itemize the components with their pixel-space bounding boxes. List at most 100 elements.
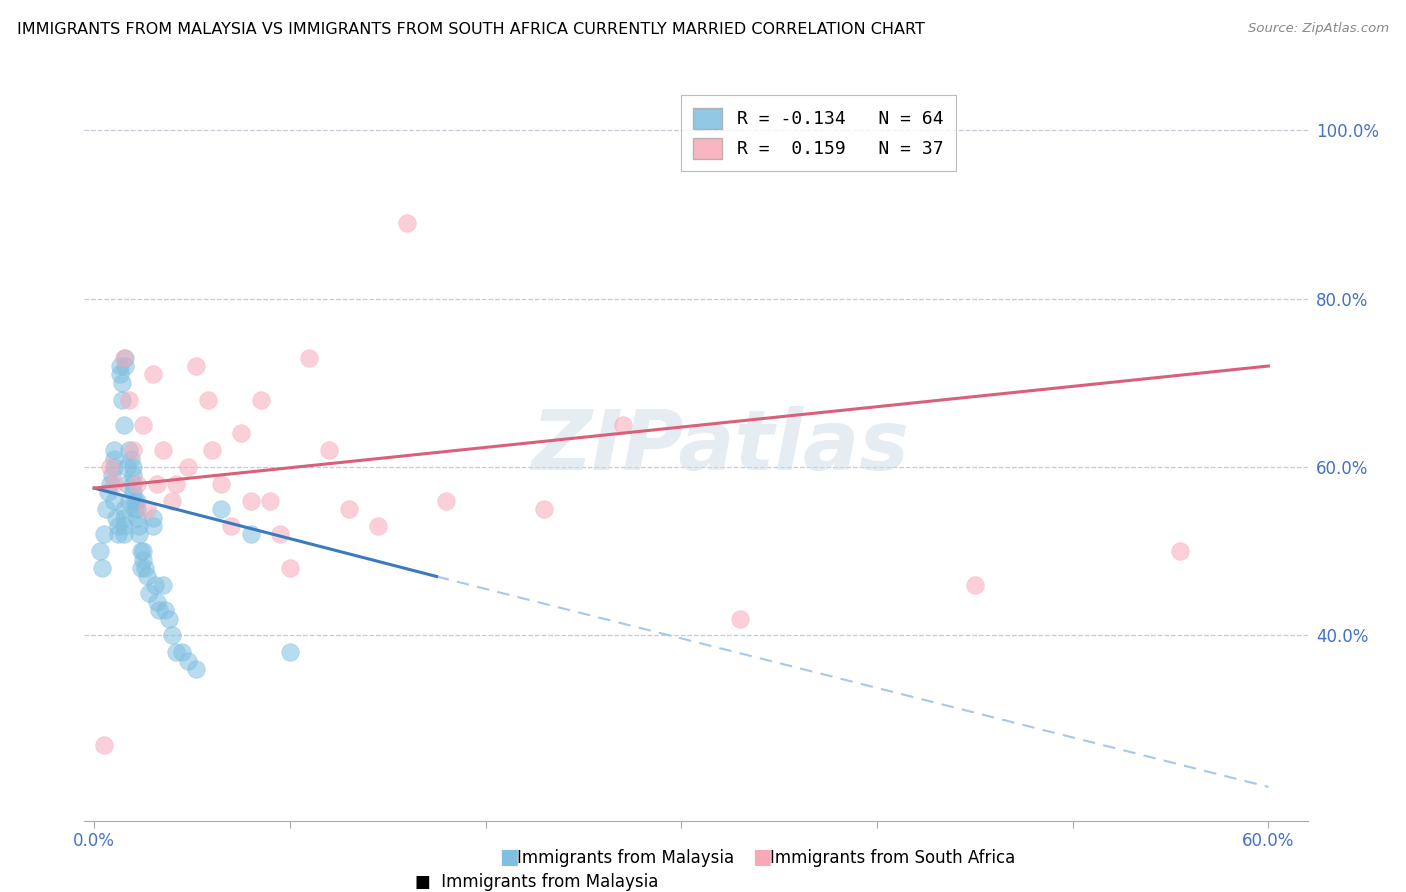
Point bbox=[184, 359, 207, 373]
Point bbox=[112, 519, 135, 533]
Point bbox=[103, 476, 125, 491]
Point bbox=[153, 603, 176, 617]
Legend: R = -0.134   N = 64, R =  0.159   N = 37: R = -0.134 N = 64, R = 0.159 N = 37 bbox=[681, 95, 956, 171]
Point bbox=[128, 519, 150, 533]
Point bbox=[162, 493, 184, 508]
Point bbox=[114, 351, 136, 365]
Point bbox=[98, 476, 121, 491]
Point bbox=[229, 426, 252, 441]
Point bbox=[165, 476, 187, 491]
Point bbox=[278, 645, 301, 659]
Point bbox=[117, 460, 139, 475]
Point bbox=[177, 654, 200, 668]
Point bbox=[249, 392, 271, 407]
Point bbox=[184, 662, 207, 676]
Point bbox=[318, 443, 340, 458]
Point bbox=[436, 493, 458, 508]
Text: ZIPatlas: ZIPatlas bbox=[531, 406, 910, 486]
Point bbox=[136, 569, 159, 583]
Point bbox=[108, 359, 131, 373]
Point bbox=[107, 527, 129, 541]
Point bbox=[129, 561, 152, 575]
Point bbox=[132, 544, 155, 558]
Text: IMMIGRANTS FROM MALAYSIA VS IMMIGRANTS FROM SOUTH AFRICA CURRENTLY MARRIED CORRE: IMMIGRANTS FROM MALAYSIA VS IMMIGRANTS F… bbox=[17, 22, 925, 37]
Point bbox=[124, 502, 146, 516]
Point bbox=[132, 417, 155, 432]
Point bbox=[103, 451, 125, 466]
Point bbox=[118, 493, 141, 508]
Point bbox=[148, 603, 170, 617]
Point bbox=[100, 468, 122, 483]
Point bbox=[132, 552, 155, 566]
Point bbox=[128, 527, 150, 541]
Point bbox=[209, 502, 232, 516]
Point bbox=[136, 502, 159, 516]
Point bbox=[118, 443, 141, 458]
Point bbox=[963, 578, 986, 592]
Point bbox=[112, 527, 135, 541]
Point bbox=[98, 460, 121, 475]
Point bbox=[200, 443, 222, 458]
Point bbox=[104, 510, 127, 524]
Point bbox=[94, 502, 117, 516]
Point bbox=[108, 368, 131, 382]
Point bbox=[612, 417, 634, 432]
Point bbox=[103, 443, 125, 458]
Point bbox=[165, 645, 187, 659]
Point bbox=[93, 527, 115, 541]
Point bbox=[110, 376, 132, 390]
Point bbox=[209, 476, 232, 491]
Point bbox=[162, 628, 184, 642]
Point bbox=[142, 519, 165, 533]
Text: Immigrants from South Africa: Immigrants from South Africa bbox=[770, 849, 1015, 867]
Point bbox=[122, 468, 145, 483]
Point bbox=[367, 519, 389, 533]
Text: ■: ■ bbox=[752, 847, 772, 867]
Point bbox=[112, 351, 135, 365]
Point bbox=[127, 502, 149, 516]
Point bbox=[91, 561, 114, 575]
Point bbox=[728, 611, 751, 625]
Point bbox=[103, 460, 125, 475]
Point bbox=[1170, 544, 1192, 558]
Point bbox=[197, 392, 219, 407]
Point bbox=[112, 510, 135, 524]
Point bbox=[138, 586, 160, 600]
Point bbox=[122, 485, 145, 500]
Text: Source: ZipAtlas.com: Source: ZipAtlas.com bbox=[1249, 22, 1389, 36]
Point bbox=[269, 527, 291, 541]
Text: ■  Immigrants from Malaysia: ■ Immigrants from Malaysia bbox=[415, 873, 658, 891]
Point bbox=[107, 519, 129, 533]
Text: ■: ■ bbox=[499, 847, 519, 867]
Point bbox=[97, 485, 120, 500]
Point bbox=[259, 493, 281, 508]
Point bbox=[89, 544, 111, 558]
Point bbox=[129, 544, 152, 558]
Point bbox=[117, 476, 139, 491]
Point bbox=[219, 519, 242, 533]
Text: Immigrants from Malaysia: Immigrants from Malaysia bbox=[517, 849, 734, 867]
Point bbox=[142, 510, 165, 524]
Point bbox=[110, 392, 132, 407]
Point bbox=[152, 578, 174, 592]
Point bbox=[127, 476, 149, 491]
Point bbox=[120, 451, 142, 466]
Point bbox=[122, 476, 145, 491]
Point bbox=[298, 351, 321, 365]
Point bbox=[134, 561, 156, 575]
Point bbox=[127, 510, 149, 524]
Point bbox=[152, 443, 174, 458]
Point bbox=[157, 611, 180, 625]
Point bbox=[239, 527, 262, 541]
Point bbox=[93, 738, 115, 752]
Point bbox=[114, 359, 136, 373]
Point bbox=[122, 460, 145, 475]
Point bbox=[278, 561, 301, 575]
Point bbox=[396, 216, 419, 230]
Point bbox=[124, 493, 146, 508]
Point bbox=[239, 493, 262, 508]
Point bbox=[142, 368, 165, 382]
Point bbox=[112, 417, 135, 432]
Point bbox=[172, 645, 194, 659]
Point bbox=[146, 595, 169, 609]
